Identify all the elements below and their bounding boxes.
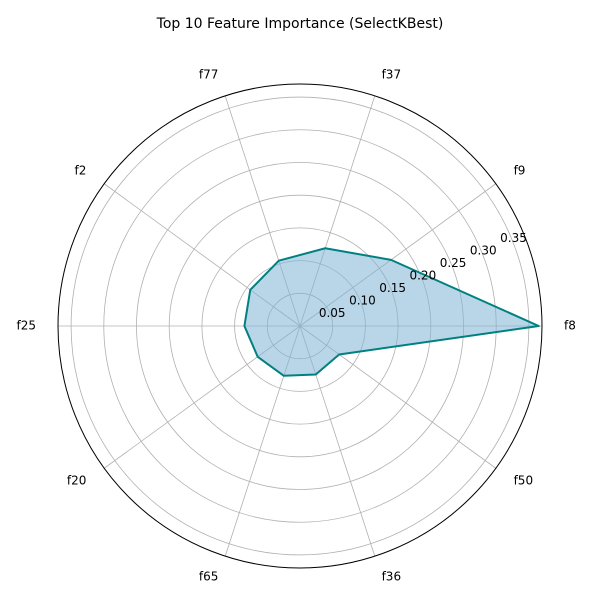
- category-label-f77: f77: [199, 67, 219, 81]
- r-tick-label: 0.10: [349, 293, 376, 307]
- category-label-f9: f9: [514, 163, 526, 177]
- category-label-f37: f37: [382, 67, 402, 81]
- r-tick-label: 0.15: [379, 281, 406, 295]
- category-label-f25: f25: [17, 319, 37, 333]
- r-tick-label: 0.25: [440, 256, 467, 270]
- r-tick-label: 0.30: [470, 243, 497, 257]
- r-tick-label: 0.05: [319, 306, 346, 320]
- r-tick-label: 0.35: [500, 231, 527, 245]
- category-label-f50: f50: [514, 474, 534, 488]
- category-label-f65: f65: [199, 570, 219, 584]
- data-layer: [243, 247, 540, 377]
- category-label-f20: f20: [67, 474, 87, 488]
- chart-title: Top 10 Feature Importance (SelectKBest): [156, 16, 444, 32]
- category-label-f2: f2: [75, 163, 87, 177]
- label-layer: 0.050.100.150.20 0.250.300.35 f8 f9 f37 f77 f2…: [17, 67, 576, 583]
- series-area: [244, 248, 539, 376]
- outer-ring: [57, 83, 543, 569]
- category-label-f8: f8: [564, 319, 576, 333]
- category-label-f36: f36: [382, 570, 402, 584]
- r-tick-label: 0.20: [409, 268, 436, 282]
